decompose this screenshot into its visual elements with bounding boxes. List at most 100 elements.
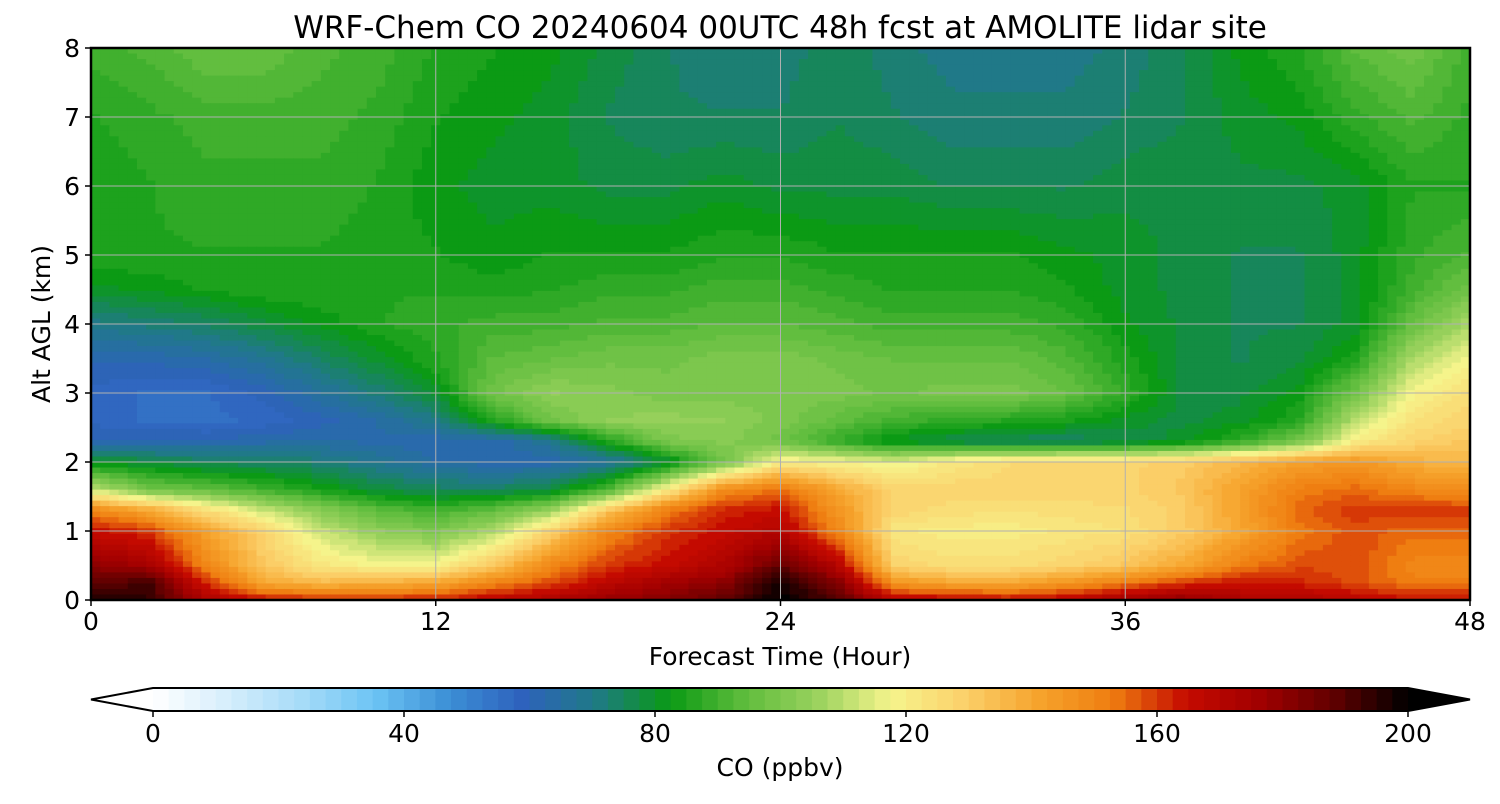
heatmap-cell xyxy=(100,97,110,104)
heatmap-cell xyxy=(440,180,451,187)
heatmap-cell xyxy=(973,147,984,154)
heatmap-cell xyxy=(146,213,156,220)
heatmap-cell xyxy=(624,174,634,182)
heatmap-cell xyxy=(697,163,708,171)
heatmap-cell xyxy=(375,86,386,93)
heatmap-cell xyxy=(182,53,193,60)
heatmap-cell xyxy=(256,136,267,143)
heatmap-cell xyxy=(504,224,515,231)
heatmap-cell xyxy=(1230,70,1241,77)
heatmap-cell xyxy=(127,59,138,66)
heatmap-cell xyxy=(725,191,736,198)
heatmap-cell xyxy=(265,163,276,171)
heatmap-cell xyxy=(798,81,809,88)
heatmap-cell xyxy=(550,75,561,82)
heatmap-cell xyxy=(1387,163,1398,171)
heatmap-cell xyxy=(136,136,147,143)
heatmap-cell xyxy=(118,186,129,193)
heatmap-cell xyxy=(826,64,837,71)
heatmap-cell xyxy=(1129,180,1140,187)
heatmap-cell xyxy=(219,64,230,71)
heatmap-cell xyxy=(1221,70,1232,77)
heatmap-cell xyxy=(991,119,1002,126)
heatmap-cell xyxy=(1185,108,1195,115)
heatmap-cell xyxy=(320,180,331,187)
heatmap-cell xyxy=(1322,186,1333,193)
heatmap-cell xyxy=(890,64,901,71)
heatmap-cell xyxy=(569,163,579,171)
heatmap-cell xyxy=(900,103,910,110)
heatmap-cell xyxy=(265,169,276,176)
heatmap-cell xyxy=(118,136,129,143)
heatmap-cell xyxy=(201,197,212,204)
heatmap-cell xyxy=(118,125,129,132)
heatmap-cell xyxy=(366,213,377,220)
heatmap-cell xyxy=(743,163,754,171)
heatmap-cell xyxy=(1396,202,1407,209)
heatmap-cell xyxy=(1460,48,1470,55)
heatmap-cell xyxy=(192,169,202,176)
heatmap-cell xyxy=(100,70,110,77)
heatmap-cell xyxy=(256,219,267,226)
heatmap-cell xyxy=(1037,86,1048,93)
heatmap-cell xyxy=(918,48,929,55)
heatmap-cell xyxy=(1037,186,1048,193)
heatmap-cell xyxy=(256,103,267,110)
heatmap-cell xyxy=(100,81,110,88)
heatmap-cell xyxy=(844,81,855,88)
heatmap-cell xyxy=(1083,92,1094,99)
heatmap-cell xyxy=(1433,103,1444,110)
heatmap-cell xyxy=(1240,180,1250,187)
heatmap-cell xyxy=(1157,213,1168,220)
heatmap-cell xyxy=(91,92,101,99)
heatmap-cell xyxy=(762,186,772,193)
heatmap-cell xyxy=(513,208,524,215)
heatmap-cell xyxy=(826,130,837,137)
heatmap-cell xyxy=(1322,75,1333,82)
heatmap-cell xyxy=(1047,119,1057,126)
heatmap-cell xyxy=(762,108,772,115)
heatmap-cell xyxy=(1396,48,1407,55)
heatmap-cell xyxy=(210,108,221,115)
heatmap-cell xyxy=(1102,158,1113,165)
heatmap-cell xyxy=(155,174,166,182)
heatmap-cell xyxy=(523,75,533,82)
heatmap-cell xyxy=(587,163,598,171)
heatmap-cell xyxy=(706,224,717,231)
heatmap-cell xyxy=(854,130,864,137)
heatmap-cell xyxy=(293,219,304,226)
heatmap-cell xyxy=(274,186,285,193)
heatmap-cell xyxy=(1405,208,1416,215)
heatmap-cell xyxy=(495,169,506,176)
heatmap-cell xyxy=(247,136,258,143)
heatmap-cell xyxy=(1414,224,1425,231)
heatmap-cell xyxy=(495,180,506,187)
heatmap-cell xyxy=(927,125,938,132)
heatmap-cell xyxy=(238,64,248,71)
heatmap-cell xyxy=(1313,141,1324,148)
heatmap-cell xyxy=(1093,174,1103,182)
heatmap-cell xyxy=(1424,174,1434,182)
heatmap-cell xyxy=(918,64,929,71)
heatmap-cell xyxy=(1396,208,1407,215)
heatmap-cell xyxy=(734,147,745,154)
heatmap-cell xyxy=(909,86,919,93)
heatmap-cell xyxy=(1194,48,1204,55)
heatmap-cell xyxy=(467,97,478,104)
heatmap-cell xyxy=(523,81,533,88)
heatmap-cell xyxy=(1322,136,1333,143)
heatmap-cell xyxy=(1378,224,1388,231)
heatmap-cell xyxy=(936,197,947,204)
heatmap-cell xyxy=(706,70,717,77)
heatmap-cell xyxy=(1460,224,1470,231)
heatmap-cell xyxy=(660,92,671,99)
heatmap-cell xyxy=(596,97,607,104)
heatmap-cell xyxy=(274,125,285,132)
heatmap-cell xyxy=(725,202,736,209)
heatmap-cell xyxy=(826,103,837,110)
heatmap-cell xyxy=(440,81,451,88)
heatmap-cell xyxy=(1442,158,1453,165)
heatmap-cell xyxy=(1102,64,1113,71)
heatmap-cell xyxy=(357,224,368,231)
heatmap-cell xyxy=(697,103,708,110)
